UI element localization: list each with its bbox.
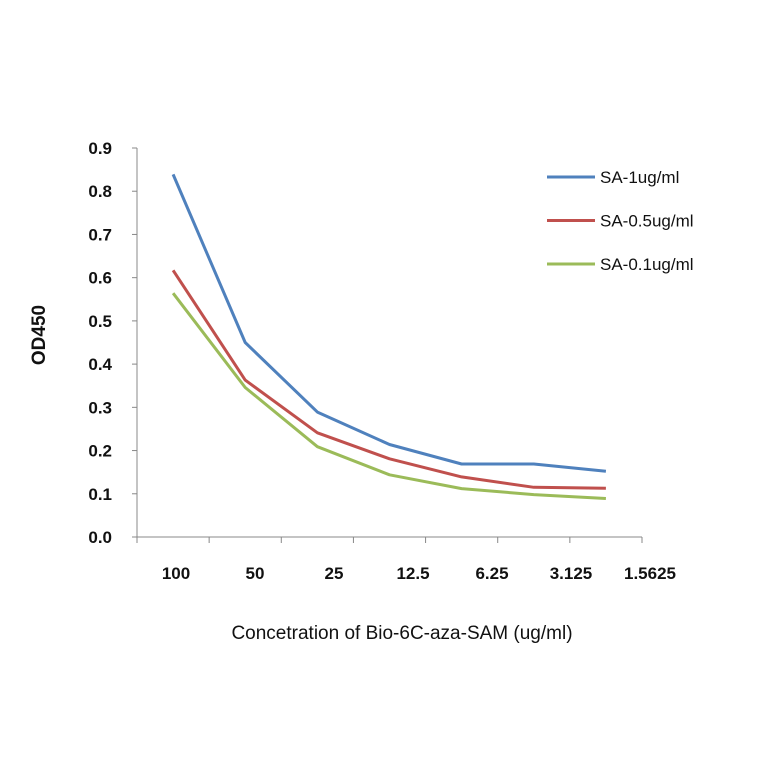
legend-label: SA-0.5ug/ml	[600, 212, 694, 231]
y-tick-label: 0.5	[88, 312, 112, 331]
x-axis-title: Concetration of Bio-6C-aza-SAM (ug/ml)	[231, 623, 572, 644]
y-tick-label: 0.4	[88, 355, 112, 374]
legend: SA-1ug/ml SA-0.5ug/ml SA-0.1ug/ml	[547, 168, 694, 274]
series-line-2	[171, 269, 606, 490]
y-tick-label: 0.7	[88, 225, 112, 244]
y-tick-label: 0.9	[88, 139, 112, 158]
legend-label: SA-0.1ug/ml	[600, 255, 694, 274]
axes: 0.0 0.1 0.2 0.3 0.4 0.5 0.6 0.7 0.8 0.9 100 50 25 12.…	[88, 139, 676, 583]
y-tick-label: 0.3	[88, 398, 112, 417]
x-tick-label: 1.5625	[624, 564, 676, 583]
legend-label: SA-1ug/ml	[600, 168, 679, 187]
series-lines	[171, 173, 607, 500]
y-axis-title: OD450	[29, 305, 50, 365]
y-tick-label: 0.6	[88, 269, 112, 288]
x-tick-label: 6.25	[475, 564, 508, 583]
series-line-3	[171, 292, 606, 500]
x-tick-label: 3.125	[550, 564, 593, 583]
x-tick-label: 25	[325, 564, 344, 583]
y-tick-label: 0.0	[88, 528, 112, 547]
y-tick-label: 0.8	[88, 182, 112, 201]
y-tick-label: 0.1	[88, 485, 112, 504]
x-tick-label: 100	[162, 564, 190, 583]
x-tick-label: 12.5	[396, 564, 429, 583]
y-tick-label: 0.2	[88, 442, 112, 461]
series-line-1	[171, 173, 607, 473]
x-tick-label: 50	[246, 564, 265, 583]
